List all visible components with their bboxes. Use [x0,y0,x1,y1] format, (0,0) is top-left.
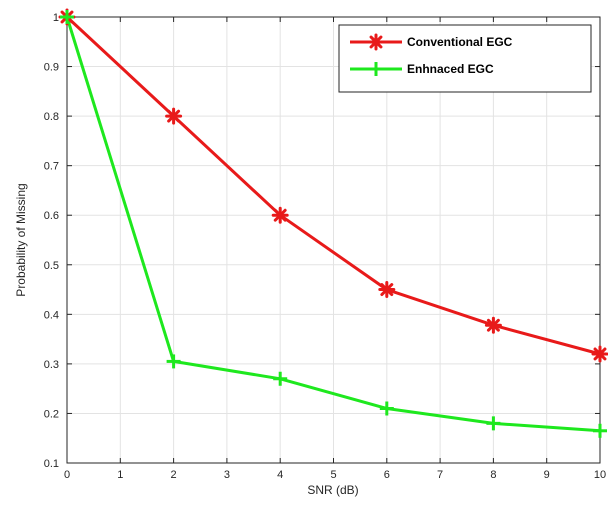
x-tick-label: 3 [224,469,230,481]
x-tick-label: 10 [594,469,606,481]
y-tick-label: 1 [53,12,59,24]
data-point-series-1 [271,206,289,224]
legend-label-2: Enhnaced EGC [407,62,494,76]
data-point-series-1 [484,316,502,334]
data-point-series-2 [166,354,181,369]
data-point-series-1 [378,281,396,299]
data-point-series-2 [273,371,288,386]
x-tick-labels: 0 1 2 3 4 5 6 7 8 9 10 [64,469,606,481]
y-tick-label: 0.7 [44,161,59,173]
x-tick-label: 5 [330,469,336,481]
x-tick-label: 9 [544,469,550,481]
legend-marker-2 [369,62,383,76]
y-tick-labels: 0.1 0.2 0.3 0.4 0.5 0.6 0.7 0.8 0.9 1 [44,12,59,470]
y-tick-label: 0.5 [44,260,59,272]
y-axis-title: Probability of Missing [14,183,28,296]
y-tick-label: 0.1 [44,458,59,470]
legend-label-1: Conventional EGC [407,35,513,49]
y-tick-label: 0.6 [44,210,59,222]
y-tick-label: 0.2 [44,408,59,420]
x-tick-label: 1 [117,469,123,481]
data-point-series-1 [591,345,608,363]
data-point-series-2 [486,416,501,431]
x-tick-label: 4 [277,469,283,481]
series-line-1 [65,15,601,356]
axes [66,16,601,464]
y-tick-label: 0.4 [44,309,59,321]
x-tick-label: 8 [490,469,496,481]
y-tick-label: 0.9 [44,62,59,74]
x-tick-label: 7 [437,469,443,481]
data-point-series-2 [379,401,394,416]
data-point-series-2 [593,423,607,438]
legend-marker-1 [367,33,385,51]
data-point-series-1 [165,107,183,125]
series-line-2 [65,16,601,433]
x-tick-label: 0 [64,469,70,481]
x-axis-title: SNR (dB) [307,483,358,497]
y-tick-label: 0.8 [44,111,59,123]
y-tick-label: 0.3 [44,359,59,371]
series-layer [58,8,608,438]
data-point-series-2 [60,10,74,24]
x-tick-label: 6 [384,469,390,481]
legend: Conventional EGC Enhnaced EGC [338,24,592,93]
x-tick-label: 2 [171,469,177,481]
